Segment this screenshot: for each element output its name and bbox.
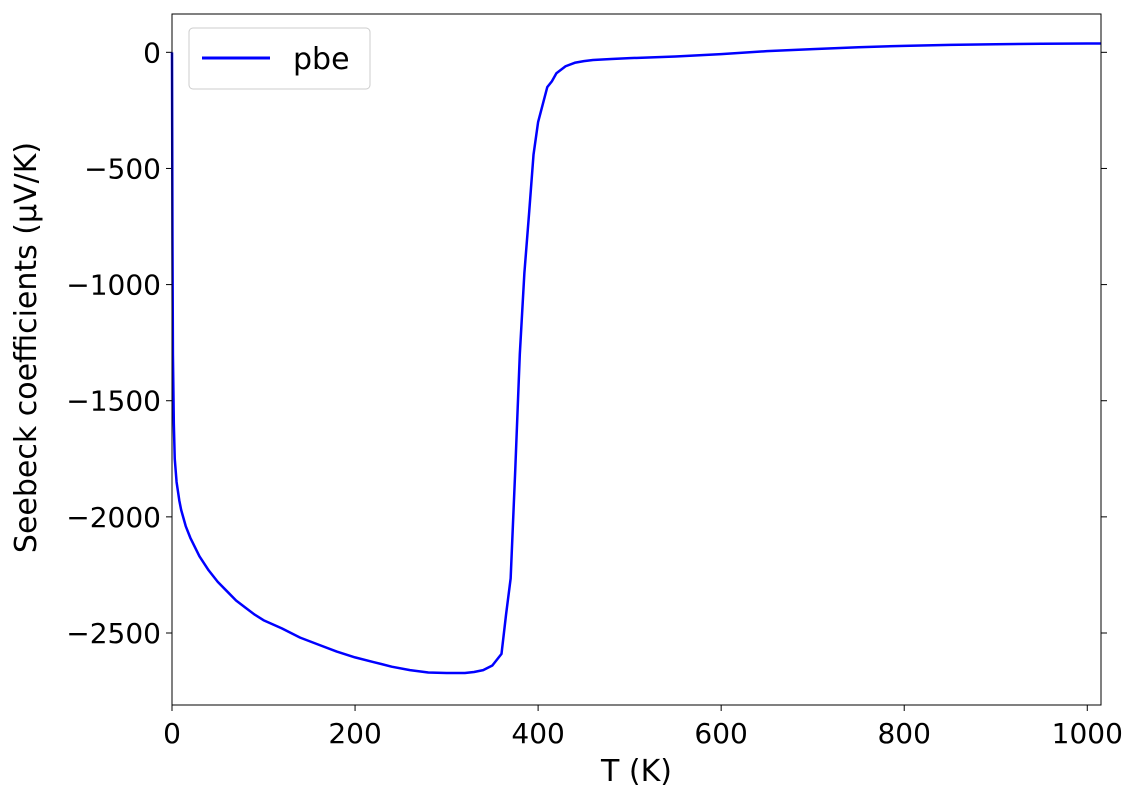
- y-tick-label: 0: [143, 36, 161, 69]
- y-axis-title: Seebeck coefficients (µV/K): [9, 142, 44, 553]
- y-tick-label: −2500: [66, 617, 161, 650]
- x-axis-title: T (K): [600, 754, 672, 789]
- x-tick-label: 0: [163, 717, 181, 750]
- x-tick-label: 200: [328, 717, 381, 750]
- series-layer: [170, 42, 1101, 675]
- ticks-layer: 0 200 400 600 800 1000 0 −500 −1000 −1500 −2000 −25…: [66, 36, 1123, 750]
- x-tick-label: 800: [877, 717, 930, 750]
- legend-box: [188, 27, 371, 90]
- x-tick-label: 1000: [1052, 717, 1123, 750]
- y-tick-label: −1500: [66, 385, 161, 418]
- legend: pbe: [188, 27, 371, 90]
- x-tick-label: 400: [511, 717, 564, 750]
- y-tick-label: −2000: [66, 501, 161, 534]
- x-tick-label: 600: [694, 717, 747, 750]
- series-line-pbe: [170, 42, 1101, 675]
- y-tick-label: −1000: [66, 269, 161, 302]
- legend-label-pbe: pbe: [293, 42, 350, 77]
- plot-frame: [171, 13, 1102, 706]
- y-tick-label: −500: [84, 152, 161, 185]
